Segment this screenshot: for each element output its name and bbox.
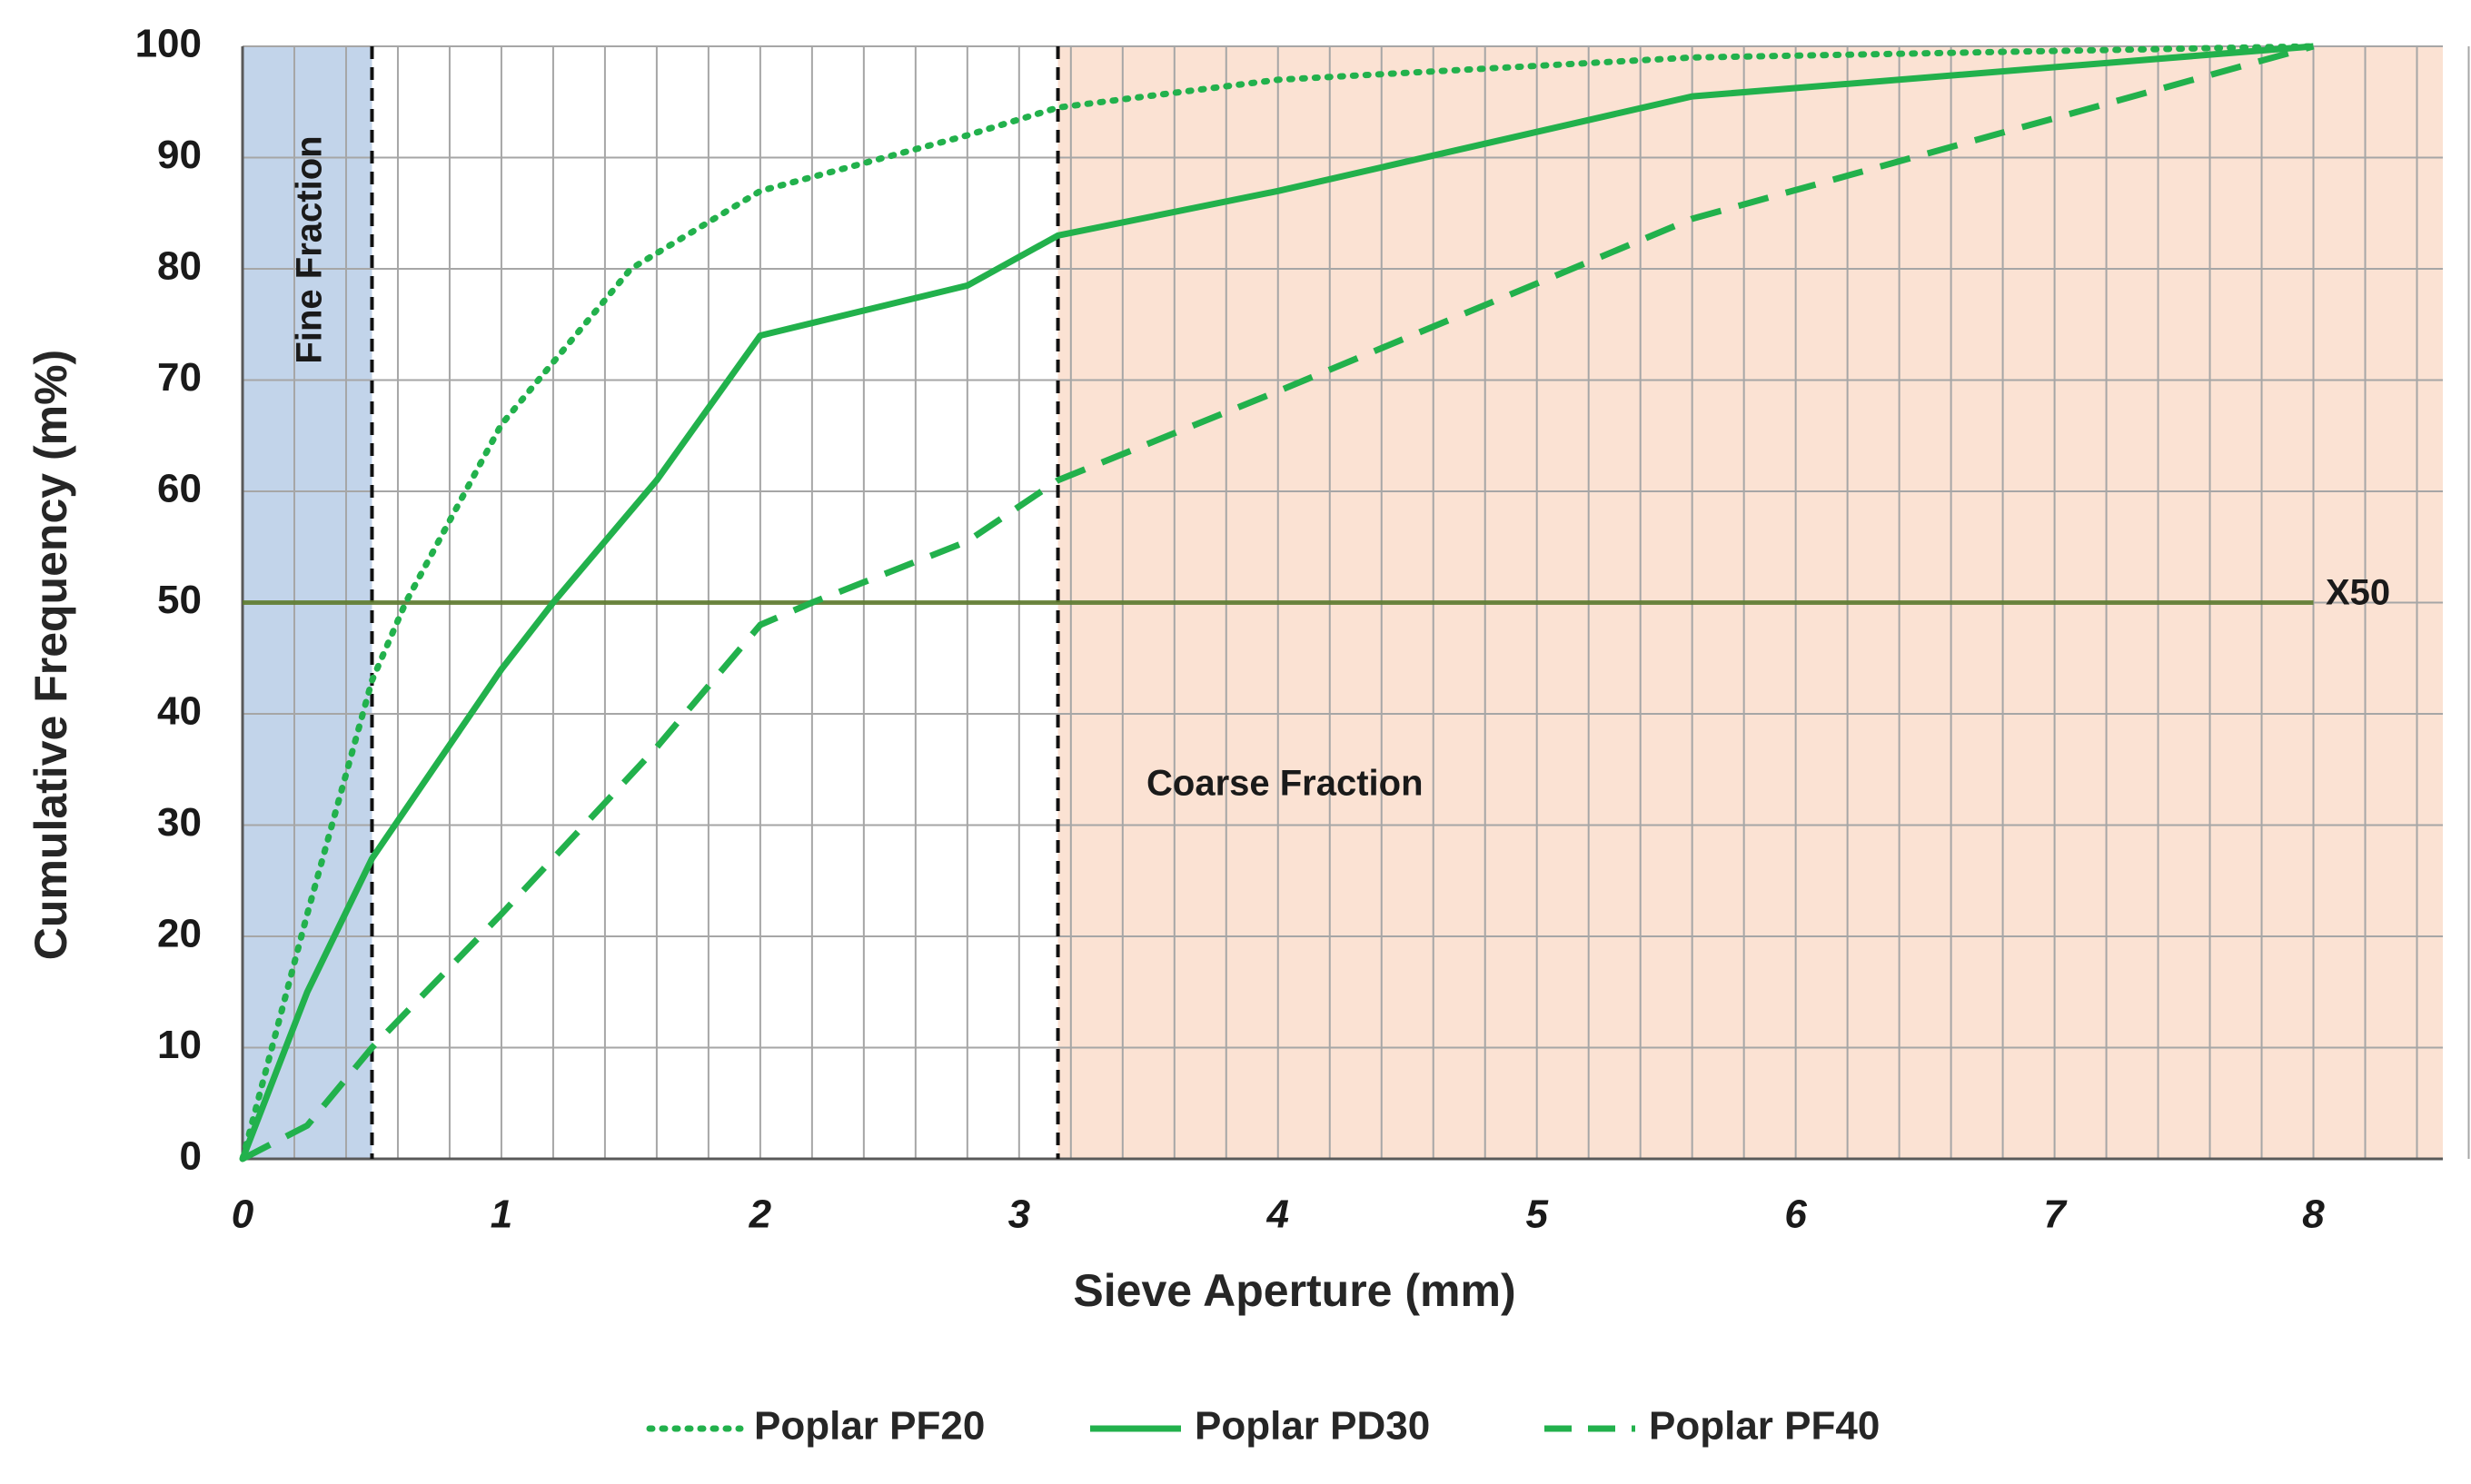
y-tick-label: 50 xyxy=(157,578,202,622)
y-tick-label: 0 xyxy=(180,1134,202,1179)
legend: Poplar PF20 Poplar PD30 Poplar PF40 xyxy=(646,1404,1880,1449)
x-tick-label: 1 xyxy=(491,1192,512,1237)
x-tick-label: 3 xyxy=(1008,1192,1030,1237)
y-tick-label: 100 xyxy=(135,22,202,66)
x-tick-label: 8 xyxy=(2302,1192,2325,1237)
legend-label: Poplar PD30 xyxy=(1195,1404,1430,1449)
y-axis-title: Cumulative Frequency (m%) xyxy=(25,350,76,960)
x-tick-label: 5 xyxy=(1525,1192,1548,1237)
series-line-poplar-pd30 xyxy=(239,43,2314,1161)
y-tick-label: 30 xyxy=(157,800,202,845)
x-tick-label: 2 xyxy=(749,1192,772,1237)
y-tick-label: 40 xyxy=(157,689,202,734)
y-tick-label: 90 xyxy=(157,133,202,177)
x-axis-title: Sieve Aperture (mm) xyxy=(1073,1265,1515,1316)
x-tick-label: 7 xyxy=(2043,1192,2068,1237)
y-tick-label: 70 xyxy=(157,355,202,400)
y-tick-label: 10 xyxy=(157,1023,202,1067)
series-line-poplar-pf20 xyxy=(239,43,2317,1162)
y-tick-label: 60 xyxy=(157,467,202,511)
legend-label: Poplar PF20 xyxy=(754,1404,985,1449)
x-tick-label: 6 xyxy=(1784,1192,1807,1237)
x-tick-label: 0 xyxy=(232,1192,254,1237)
y-tick-label: 80 xyxy=(157,244,202,289)
series-layer xyxy=(239,43,2317,1162)
series-line-poplar-pf40 xyxy=(241,43,2315,1162)
x50-label: X50 xyxy=(2326,573,2390,613)
legend-label: Poplar PF40 xyxy=(1649,1404,1880,1449)
divider-layer xyxy=(370,46,1060,1159)
x-tick-label: 4 xyxy=(1266,1192,1289,1237)
fine-fraction-label: Fine Fraction xyxy=(290,135,330,363)
coarse-fraction-label: Coarse Fraction xyxy=(1146,764,1424,804)
y-tick-label: 20 xyxy=(157,912,202,956)
